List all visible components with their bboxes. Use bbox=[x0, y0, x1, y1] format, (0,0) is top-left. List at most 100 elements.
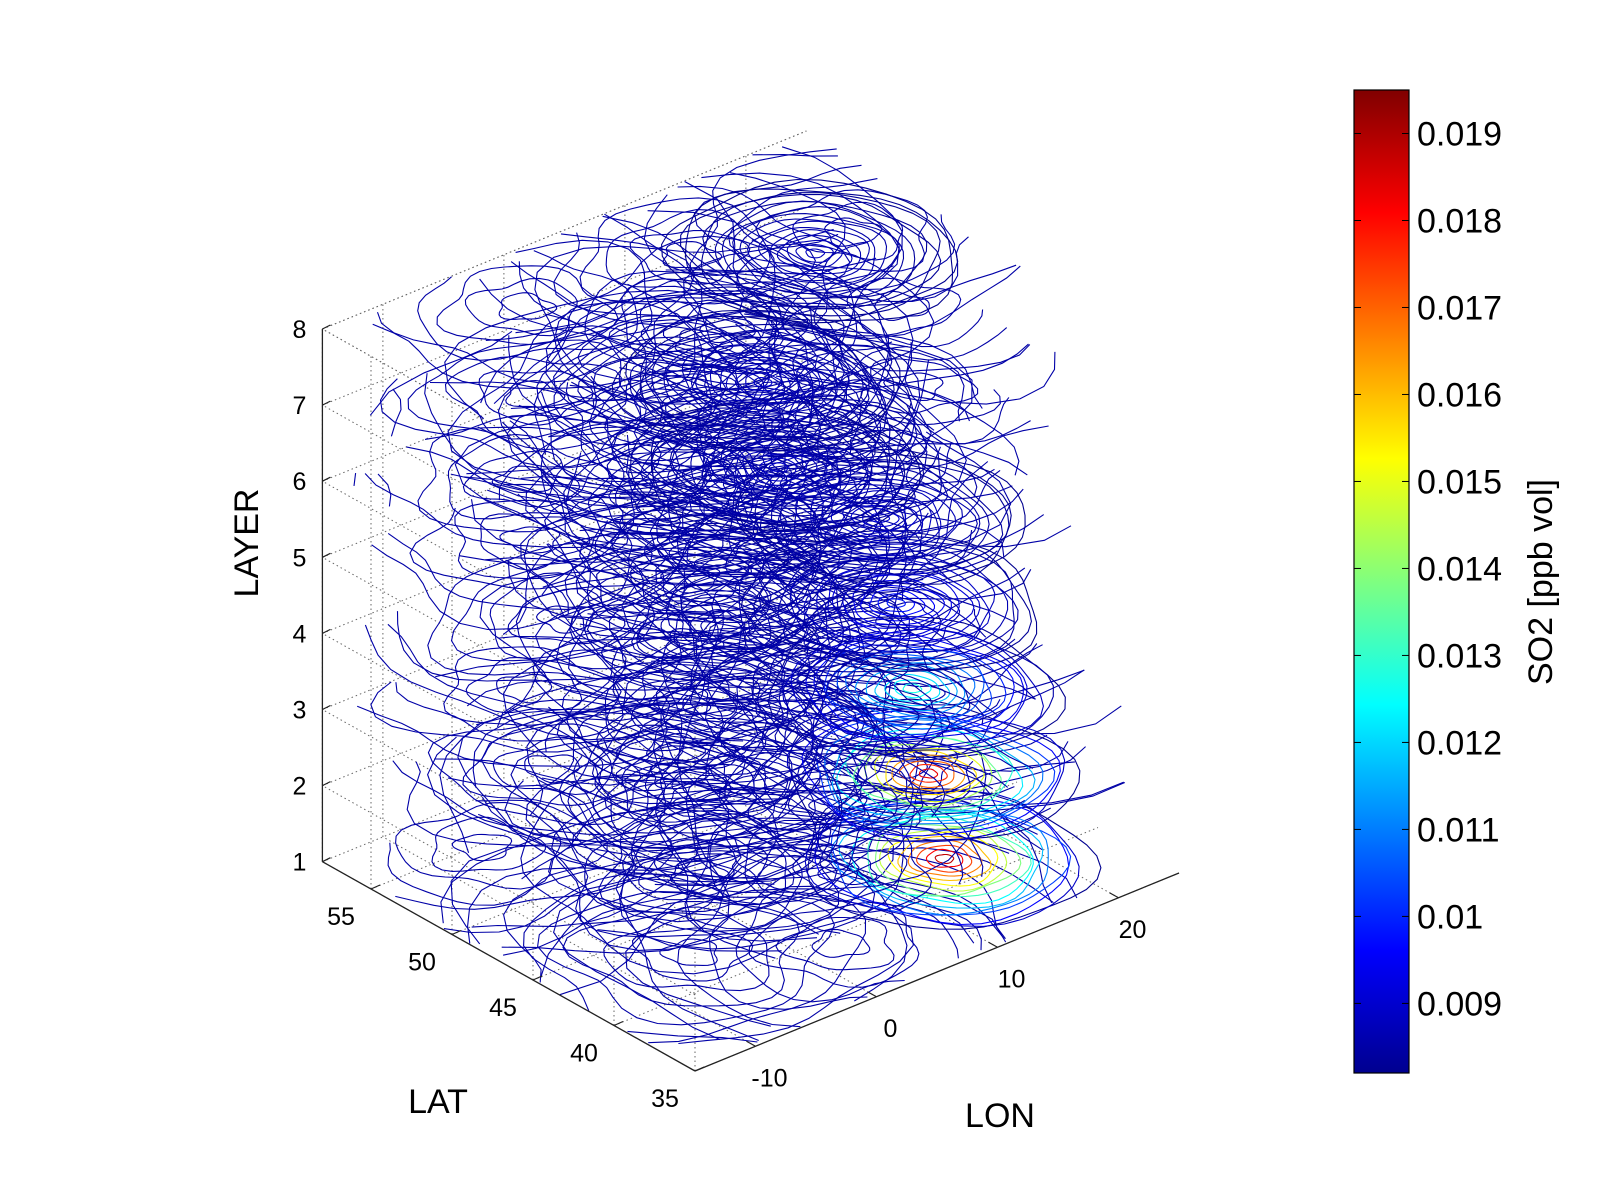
contour-line bbox=[916, 844, 973, 873]
contour-line bbox=[809, 468, 871, 496]
contour-line bbox=[934, 853, 955, 864]
contour-line bbox=[552, 820, 1078, 1041]
contour-line bbox=[775, 611, 893, 668]
contour-slices bbox=[353, 146, 1126, 1045]
contour-line bbox=[534, 243, 935, 436]
contour-line bbox=[829, 705, 886, 736]
contour-line bbox=[621, 531, 1122, 735]
contour-line bbox=[371, 471, 705, 631]
contour-line bbox=[633, 343, 965, 500]
contour-line bbox=[649, 373, 708, 403]
contour-line bbox=[631, 698, 1034, 900]
contour-line bbox=[786, 239, 843, 268]
contour-line bbox=[701, 426, 868, 507]
y-tick-label: 55 bbox=[327, 903, 355, 931]
contour-line bbox=[551, 780, 894, 951]
x-axis-label: LON bbox=[965, 1097, 1035, 1135]
contour-line bbox=[747, 220, 876, 284]
contour-line bbox=[553, 336, 847, 474]
contour-line bbox=[584, 265, 858, 407]
contour-line bbox=[877, 593, 916, 613]
contour-line bbox=[824, 717, 1044, 825]
contour-line bbox=[592, 738, 816, 855]
contour-line bbox=[721, 206, 905, 298]
contour-line bbox=[684, 781, 1010, 942]
contour-line bbox=[830, 800, 1072, 916]
contour-line bbox=[830, 496, 924, 542]
contour-line bbox=[533, 319, 862, 492]
contour-line bbox=[356, 613, 683, 767]
contour-line bbox=[655, 496, 951, 629]
z-tick-label: 1 bbox=[292, 849, 306, 877]
contour-line bbox=[660, 610, 1036, 801]
contour-line bbox=[755, 828, 932, 913]
contour-line bbox=[427, 713, 664, 826]
contour-line bbox=[556, 697, 800, 805]
contour-line bbox=[598, 809, 838, 916]
contour-line bbox=[758, 226, 870, 282]
contour-line bbox=[655, 699, 1020, 896]
contour-line bbox=[898, 760, 955, 788]
contour-line bbox=[690, 419, 873, 510]
contour-line bbox=[805, 248, 826, 259]
contour-line bbox=[579, 197, 817, 305]
contour-line bbox=[620, 847, 1054, 1042]
contour-line bbox=[407, 339, 642, 451]
contour-line bbox=[646, 732, 706, 762]
contour-line bbox=[744, 819, 964, 934]
z-tick-label: 6 bbox=[292, 468, 306, 496]
x-tick-label: 20 bbox=[1119, 916, 1147, 944]
contour-line bbox=[515, 556, 852, 732]
contour-line bbox=[794, 478, 963, 560]
contour-line bbox=[689, 148, 1017, 307]
contour-line bbox=[663, 396, 721, 425]
contour-line bbox=[796, 410, 854, 441]
contour-line bbox=[623, 673, 738, 732]
contour-line bbox=[719, 748, 946, 854]
contour-line bbox=[498, 292, 558, 320]
z-tick-label: 8 bbox=[292, 316, 306, 344]
x-tick-label: 10 bbox=[998, 965, 1026, 993]
contour-line bbox=[633, 386, 749, 443]
contour-line bbox=[805, 632, 1024, 742]
contour-line bbox=[643, 154, 1021, 340]
contour-line bbox=[725, 363, 801, 401]
contour-line bbox=[897, 835, 992, 882]
contour-line bbox=[824, 217, 883, 247]
contour-line bbox=[761, 307, 1049, 470]
contour-line bbox=[885, 750, 978, 796]
colorbar-tick-label: 0.009 bbox=[1417, 985, 1502, 1023]
contour-line bbox=[610, 424, 842, 531]
z-tick-label: 3 bbox=[292, 697, 306, 725]
contour-line bbox=[909, 764, 948, 783]
contour-line bbox=[738, 550, 1043, 711]
y-tick-label: 40 bbox=[570, 1040, 598, 1068]
contour-line bbox=[874, 669, 951, 707]
contour-line bbox=[845, 657, 976, 721]
contour-line bbox=[704, 368, 935, 476]
contour-line bbox=[662, 300, 784, 355]
contour-line bbox=[499, 526, 561, 554]
contour-line bbox=[814, 798, 1070, 926]
contour-line bbox=[743, 596, 911, 683]
contour-line bbox=[588, 357, 813, 472]
colorbar-tick-label: 0.011 bbox=[1417, 811, 1500, 849]
contour-line bbox=[776, 234, 853, 272]
contour-line bbox=[553, 342, 837, 487]
contour-line bbox=[615, 718, 736, 774]
contour-line bbox=[868, 589, 926, 617]
contour-line bbox=[639, 288, 810, 375]
colorbar-tick-label: 0.014 bbox=[1417, 550, 1502, 588]
contour-line bbox=[699, 404, 978, 541]
y-tick-label: 35 bbox=[651, 1085, 679, 1113]
contour-line bbox=[696, 348, 971, 492]
contour-line bbox=[481, 461, 989, 613]
contour-line bbox=[842, 574, 952, 629]
z-tick-label: 2 bbox=[292, 773, 306, 801]
contour-line bbox=[724, 524, 891, 611]
contour-line bbox=[470, 431, 1012, 587]
contour-line bbox=[739, 218, 888, 291]
contour-line bbox=[823, 644, 1007, 736]
